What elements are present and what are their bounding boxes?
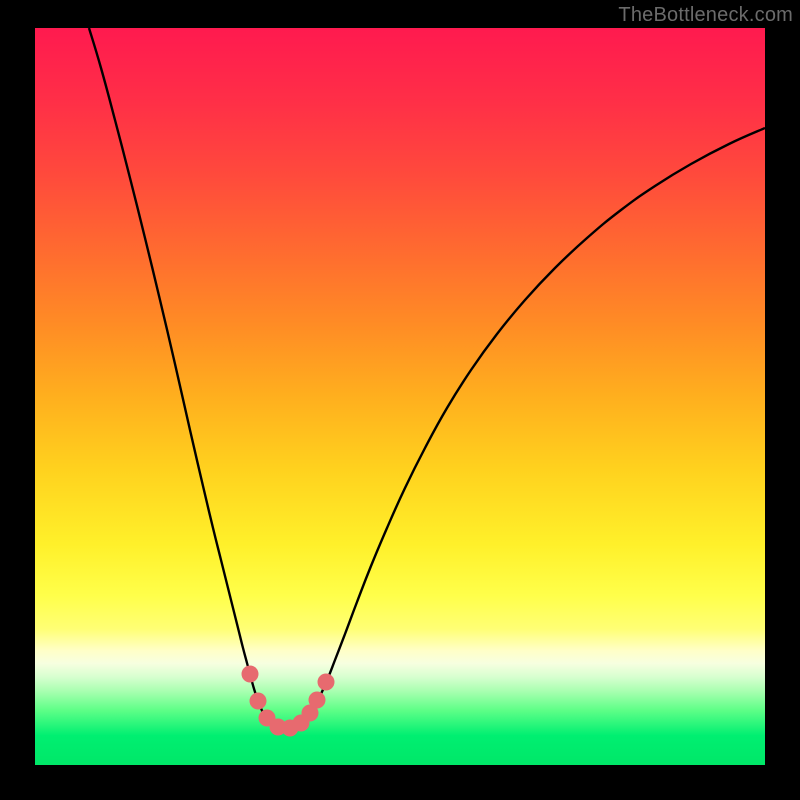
- curve-dot: [318, 674, 335, 691]
- curve-dot: [242, 666, 259, 683]
- curve-path: [89, 28, 765, 729]
- watermark-text: TheBottleneck.com: [618, 4, 793, 27]
- curve-dot: [309, 692, 326, 709]
- chart-plot-area: [35, 28, 765, 765]
- bottleneck-curve: [35, 28, 765, 765]
- curve-dots: [242, 666, 335, 737]
- curve-dot: [250, 693, 267, 710]
